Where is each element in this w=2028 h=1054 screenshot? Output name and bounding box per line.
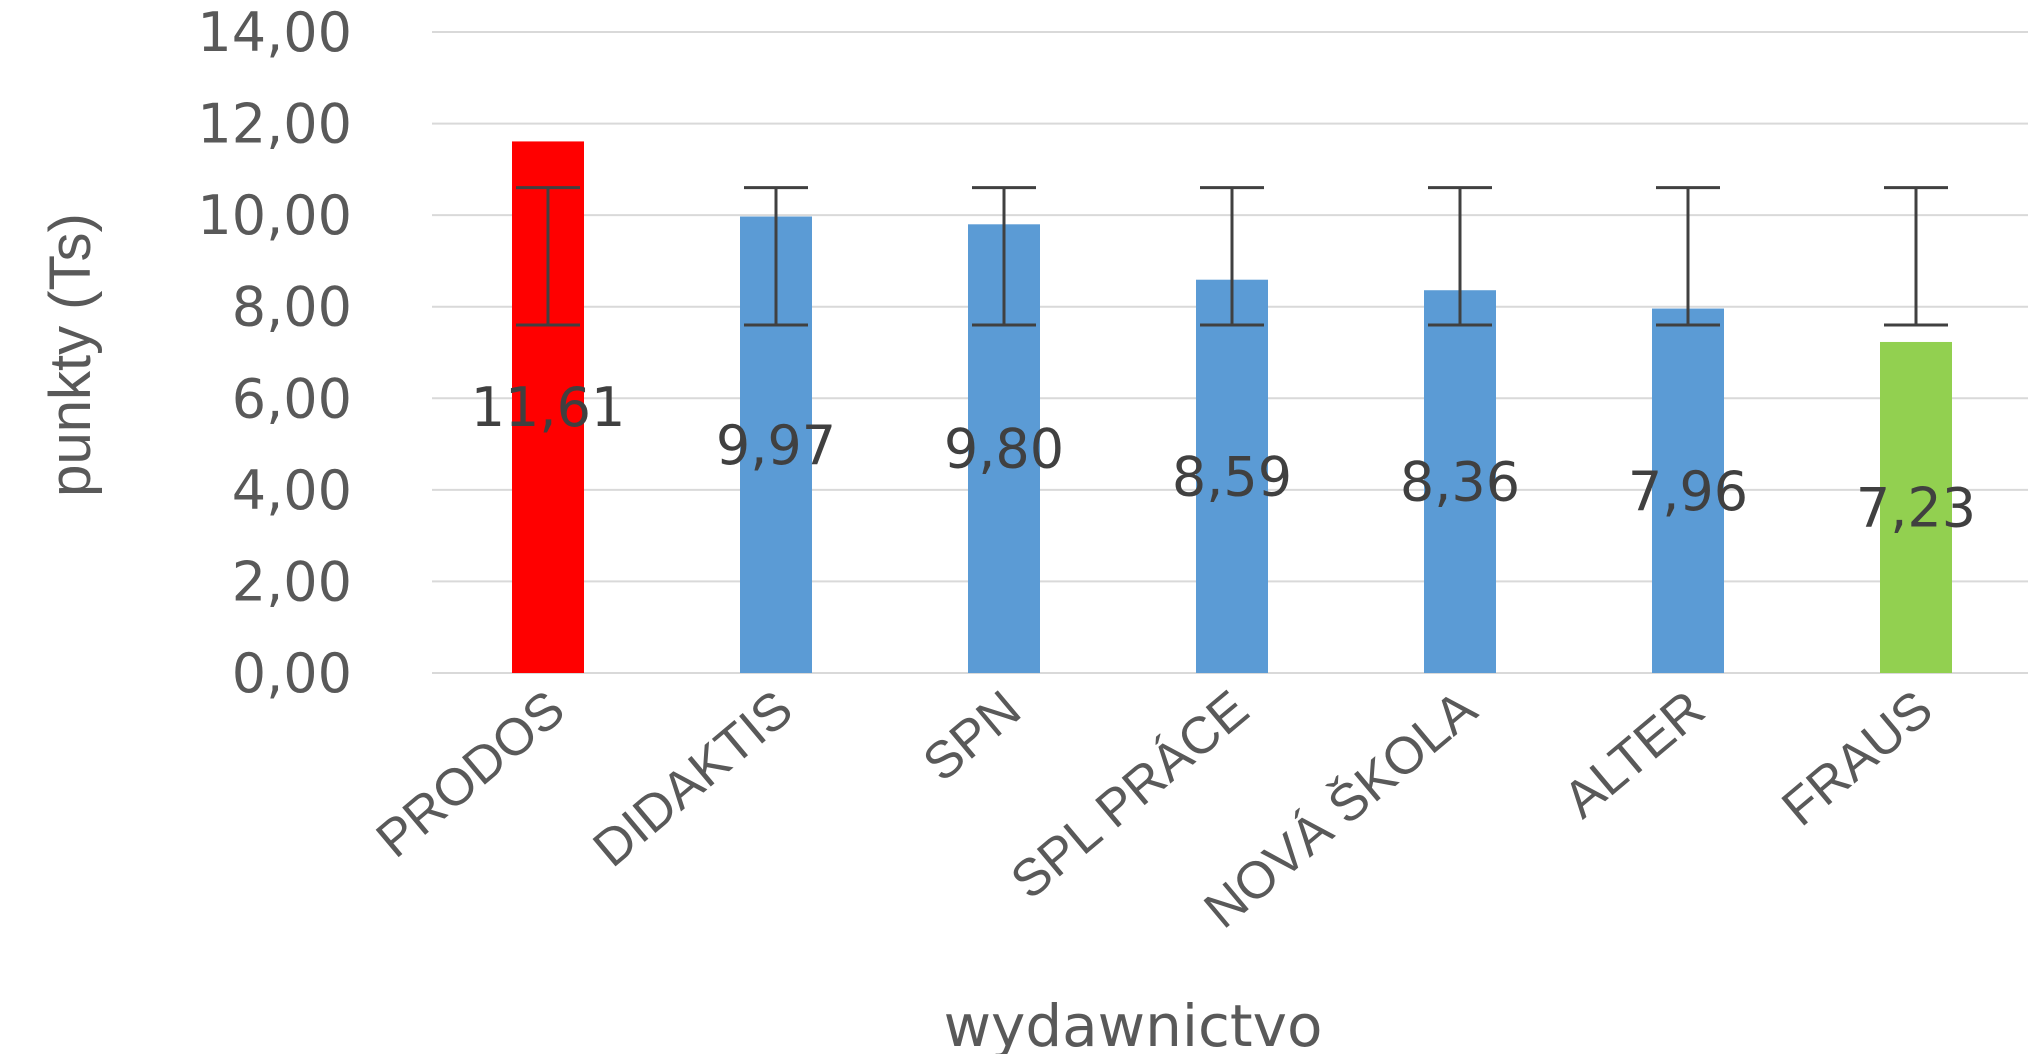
y-tick-label: 12,00: [197, 93, 352, 156]
error-bar: [1428, 186, 1492, 327]
x-tick-label: DIDAKTIS: [583, 680, 804, 879]
bar: [1196, 279, 1268, 673]
bar: [1880, 341, 1952, 673]
error-bar: [972, 186, 1036, 327]
data-label: 8,59: [1172, 445, 1292, 508]
data-label: 8,36: [1400, 451, 1520, 514]
y-axis-title: punkty (Ts): [38, 213, 103, 497]
bars: [512, 141, 1952, 674]
y-tick-label: 0,00: [232, 642, 352, 705]
error-bar: [1200, 186, 1264, 327]
data-label: 11,61: [471, 376, 626, 439]
x-axis-title: wydawnictvo: [944, 992, 1323, 1054]
error-bar: [1656, 186, 1720, 327]
x-tick-label: FRAUS: [1771, 680, 1943, 838]
y-tick-label: 8,00: [232, 276, 352, 339]
y-tick-label: 2,00: [232, 550, 352, 613]
y-tick-label: 6,00: [232, 367, 352, 430]
y-tick-label: 10,00: [197, 184, 352, 247]
x-tick-label: ALTER: [1553, 680, 1716, 830]
bar: [1652, 308, 1724, 673]
error-bar: [1884, 186, 1948, 327]
bar: [1424, 290, 1496, 673]
y-tick-label: 14,00: [197, 1, 352, 64]
x-tick-label: PRODOS: [366, 680, 576, 869]
data-label: 9,97: [716, 414, 836, 477]
data-label: 9,80: [944, 418, 1064, 481]
error-bars: [516, 186, 1948, 327]
error-bar: [744, 186, 808, 327]
y-axis-ticks: 0,00 2,00 4,00 6,00 8,00 10,00 12,00 14,00: [197, 1, 352, 705]
error-bar: [516, 186, 580, 327]
y-tick-label: 4,00: [232, 459, 352, 522]
data-label: 7,23: [1856, 476, 1976, 539]
data-label: 7,96: [1628, 460, 1748, 523]
x-tick-label: SPN: [913, 680, 1032, 793]
data-labels: 11,61 9,97 9,80 8,59 8,36 7,96 7,23: [471, 376, 1976, 539]
